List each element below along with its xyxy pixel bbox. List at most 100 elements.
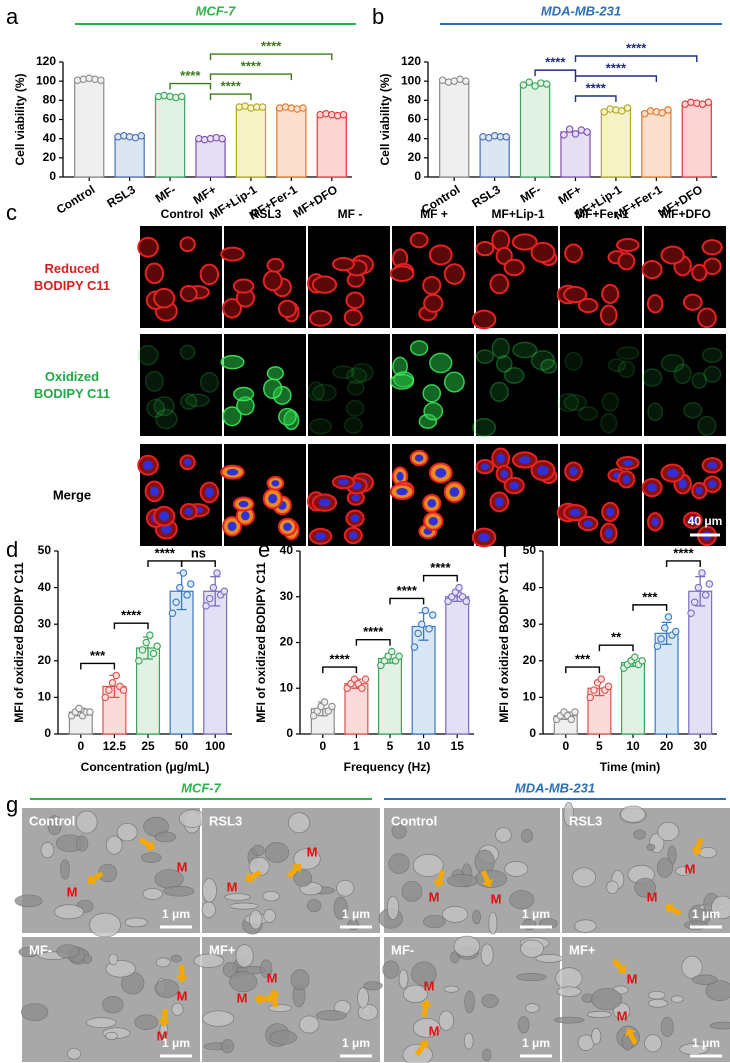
y-tick-label: 50 — [38, 543, 52, 557]
significance-bracket — [665, 560, 701, 567]
bar — [439, 80, 470, 178]
micrograph — [389, 334, 474, 436]
texture — [446, 874, 478, 888]
tem-image — [201, 808, 380, 935]
texture — [398, 969, 409, 989]
significance-bracket — [574, 75, 658, 82]
nucleus — [161, 524, 172, 534]
panel-label: b — [372, 4, 384, 29]
image-background — [644, 334, 726, 436]
cell — [691, 263, 708, 282]
cell — [564, 351, 583, 371]
significance-label: ns — [191, 545, 206, 560]
texture — [315, 1010, 347, 1021]
data-point — [583, 128, 591, 136]
texture — [18, 946, 40, 958]
texture — [563, 802, 574, 827]
cell — [346, 367, 368, 385]
data-point — [112, 671, 120, 680]
bar — [114, 136, 145, 178]
y-tick-label: 20 — [523, 653, 537, 667]
significance-label: **** — [626, 40, 647, 55]
cell — [222, 297, 242, 319]
micrograph — [220, 226, 306, 328]
cell — [345, 399, 365, 417]
cell — [491, 337, 510, 359]
y-tick-label: 10 — [280, 680, 294, 694]
significance-bracket — [389, 597, 425, 605]
texture — [520, 939, 545, 958]
arrow — [138, 837, 155, 851]
nucleus — [349, 531, 358, 540]
texture — [670, 995, 684, 1003]
cell — [422, 275, 442, 295]
group-label: MDA-MB-231 — [515, 780, 595, 795]
arrow — [244, 869, 262, 883]
panel-label: c — [6, 200, 17, 225]
texture — [357, 987, 369, 1009]
y-axis-label: Cell viability (%) — [13, 73, 27, 165]
texture — [86, 1017, 117, 1028]
micrograph — [471, 226, 558, 330]
cell — [578, 406, 599, 421]
data-point — [146, 631, 154, 639]
row-label: Oxidized — [45, 369, 99, 384]
image-label: MF+ — [569, 942, 596, 957]
texture — [644, 1034, 662, 1053]
cell — [331, 256, 355, 272]
texture — [681, 955, 703, 979]
nucleus — [480, 463, 490, 470]
data-point — [701, 591, 710, 599]
error-bar — [210, 575, 221, 607]
significance-label: **** — [545, 55, 566, 70]
nucleus — [651, 517, 659, 527]
cell — [423, 402, 444, 421]
data-point — [179, 569, 188, 577]
data-point — [631, 653, 639, 661]
nucleus — [268, 493, 278, 504]
data-point — [135, 657, 143, 665]
x-tick-label: 15 — [451, 739, 465, 753]
micrograph — [307, 334, 390, 436]
data-point — [604, 682, 613, 691]
texture — [634, 877, 656, 898]
cell — [601, 392, 619, 412]
image-label: MF- — [29, 942, 52, 957]
nucleus — [449, 487, 460, 497]
y-tick-label: 80 — [408, 93, 422, 107]
bar — [195, 138, 226, 178]
data-point — [687, 609, 695, 617]
y-tick-label: 100 — [401, 73, 421, 87]
mitochondria-marker: M — [67, 884, 78, 899]
nucleus — [226, 468, 239, 476]
bar — [560, 131, 591, 178]
y-tick-label: 40 — [43, 131, 57, 145]
image-label: RSL3 — [209, 813, 242, 828]
cell — [389, 265, 415, 283]
texture — [154, 831, 177, 843]
cell — [495, 355, 513, 373]
texture — [267, 1004, 293, 1012]
mitochondria-marker: M — [227, 879, 238, 894]
data-point — [172, 598, 180, 606]
micrograph — [556, 226, 642, 328]
y-tick-label: 40 — [523, 580, 537, 594]
data-point — [694, 583, 703, 592]
texture — [660, 1016, 674, 1038]
texture — [224, 893, 251, 901]
cell — [703, 365, 722, 383]
x-tick-label: 100 — [205, 739, 225, 753]
significance-bracket — [169, 82, 212, 90]
arrow — [419, 999, 432, 1018]
texture — [290, 969, 310, 991]
nucleus — [622, 460, 634, 467]
data-point — [462, 77, 470, 85]
y-tick-label: 20 — [280, 635, 294, 649]
texture — [75, 810, 98, 834]
significance-bracket — [534, 69, 577, 77]
cell — [137, 236, 159, 258]
cell — [673, 363, 692, 385]
cell — [512, 341, 538, 359]
cell — [617, 360, 636, 379]
mitochondria-marker: M — [177, 988, 188, 1003]
